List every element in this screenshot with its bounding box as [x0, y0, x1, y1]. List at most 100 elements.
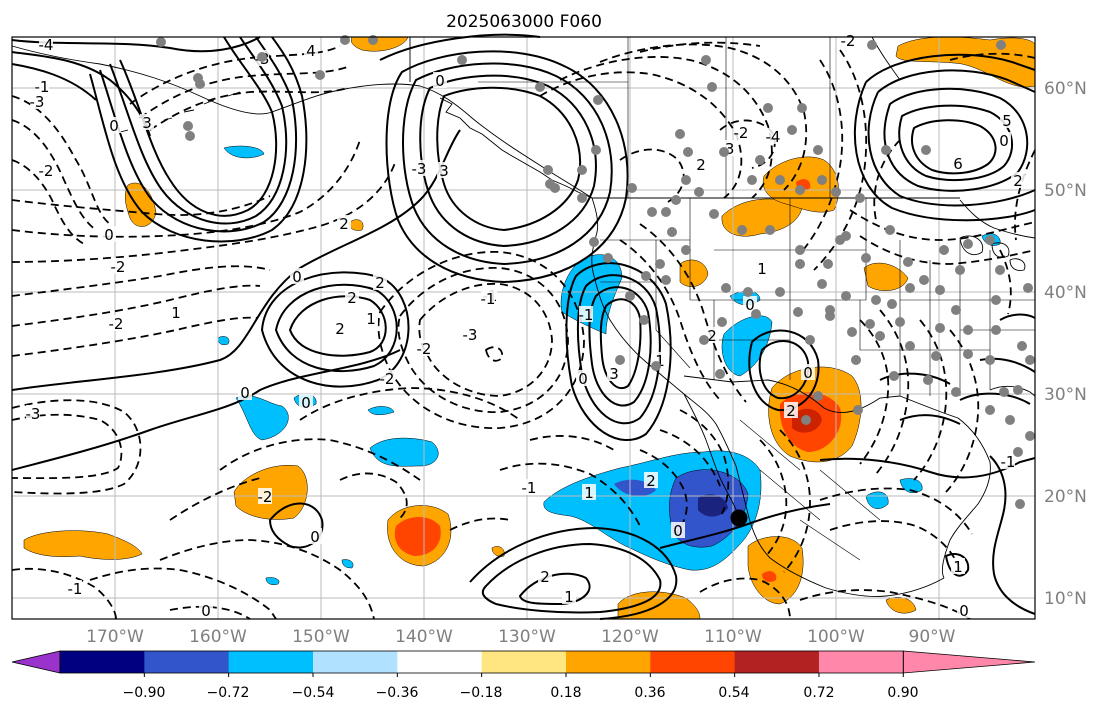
latitude-axis: 60°N 50°N 40°N 30°N 20°N 10°N: [1044, 79, 1087, 609]
contour-label: 0: [301, 394, 311, 412]
station-dot: [550, 183, 560, 193]
contour-label-bg: [308, 528, 322, 544]
coast-great-lakes: [959, 235, 1026, 271]
contour-label-bg: [140, 114, 154, 130]
border-provinces: [478, 37, 831, 198]
lon-label-150w: 150°W: [292, 627, 350, 647]
lat-label-40n: 40°N: [1044, 283, 1087, 303]
station-dot: [717, 317, 727, 327]
station-dot: [999, 387, 1009, 397]
station-dot: [589, 237, 599, 247]
contour-label: -3: [26, 405, 41, 423]
colorbar-label-7: 0.54: [718, 685, 749, 701]
contour-label-bg: [26, 405, 40, 421]
station-dot: [885, 225, 895, 235]
station-dot: [875, 331, 885, 341]
lat-label-50n: 50°N: [1044, 181, 1087, 201]
colorbar: −0.90 −0.72 −0.54 −0.36 −0.18 0.18 0.36 …: [11, 650, 1036, 701]
station-dot: [715, 369, 725, 379]
contour-label: 2: [646, 472, 656, 490]
station-dot: [755, 155, 765, 165]
contour-label-bg: [1011, 172, 1025, 188]
station-dot: [905, 283, 915, 293]
station-dot: [991, 295, 1001, 305]
contour-label: 2: [347, 289, 357, 307]
longitude-axis: 170°W 160°W 150°W 140°W 130°W 120°W 110°…: [86, 627, 956, 647]
station-dot: [1025, 431, 1035, 441]
station-dot: [923, 375, 933, 385]
colorbar-swatch: [228, 651, 314, 673]
contour-label: 0: [578, 370, 588, 388]
station-dot: [905, 341, 915, 351]
fill-orange-mexico-south: [747, 536, 804, 605]
station-dot: [887, 299, 897, 309]
contour-label-bg: [1000, 112, 1014, 128]
station-dot: [889, 371, 899, 381]
contour-label-bg: [333, 320, 347, 336]
contour-label: -1: [579, 306, 594, 324]
contour-label: 0: [240, 384, 250, 402]
station-dot: [1017, 341, 1027, 351]
contour-label-bg: [39, 36, 53, 52]
station-dot: [457, 55, 467, 65]
contour-label-bg: [755, 260, 769, 276]
fill-sky-small-4: [265, 577, 280, 585]
contour-label-bg: [522, 479, 536, 495]
storm-center-marker: [730, 509, 748, 527]
contour-label-bg: [997, 132, 1011, 148]
colorbar-label-1: −0.72: [207, 685, 250, 701]
station-dot: [615, 355, 625, 365]
station-dot: [996, 40, 1006, 50]
lat-label-60n: 60°N: [1044, 79, 1087, 99]
contour-label-bg: [957, 602, 971, 618]
station-dot: [719, 147, 729, 157]
graticule: [12, 37, 1035, 619]
contour-label-bg: [766, 128, 780, 144]
colorbar-label-8: 0.72: [803, 685, 834, 701]
fill-orange-bottom-east: [885, 597, 917, 614]
station-dot: [707, 82, 717, 92]
contour-label: 3: [439, 162, 449, 180]
colorbar-swatch: [144, 651, 230, 673]
contour-label: 2: [339, 215, 349, 233]
contour-label-bg: [694, 156, 708, 172]
station-dot: [651, 361, 661, 371]
contour-label: 6: [953, 155, 963, 173]
contour-label: 1: [953, 558, 963, 576]
fill-sky-pacific-5: [217, 336, 230, 345]
contour-label-bg: [238, 384, 252, 400]
station-dot: [823, 259, 833, 269]
station-dot: [156, 37, 166, 47]
station-dot: [694, 187, 704, 197]
station-dot: [671, 195, 681, 205]
colorbar-swatch: [650, 651, 736, 673]
map-panel: -4-34-130-2-303-3-2-42-365202-2-2002211-…: [11, 32, 1036, 620]
station-dot: [577, 193, 587, 203]
station-dot: [795, 185, 805, 195]
contour-label-bg: [481, 290, 495, 306]
map-frame: [11, 36, 1036, 620]
fill-sky-small-3: [341, 559, 354, 569]
contour-label: -2: [417, 340, 432, 358]
station-dot: [921, 145, 931, 155]
station-dot: [747, 175, 757, 185]
contour-field: [11, 33, 1036, 620]
coast-baja: [683, 393, 739, 515]
station-dot: [985, 405, 995, 415]
station-dot: [881, 145, 891, 155]
dashed-contours: [11, 41, 1036, 620]
colorbar-swatch: [734, 651, 820, 673]
station-dot: [1015, 499, 1025, 509]
contour-label-bg: [169, 304, 183, 320]
station-dot: [625, 291, 635, 301]
contour-label-bg: [951, 155, 965, 171]
station-dot: [775, 175, 785, 185]
station-dot: [315, 70, 325, 80]
contour-label: 1: [584, 484, 594, 502]
station-dot: [801, 415, 811, 425]
contour-label-bg: [107, 117, 121, 133]
station-dot: [841, 231, 851, 241]
station-dot: [995, 265, 1005, 275]
contour-label-bg: [743, 296, 757, 312]
contour-label: 0: [999, 132, 1009, 150]
